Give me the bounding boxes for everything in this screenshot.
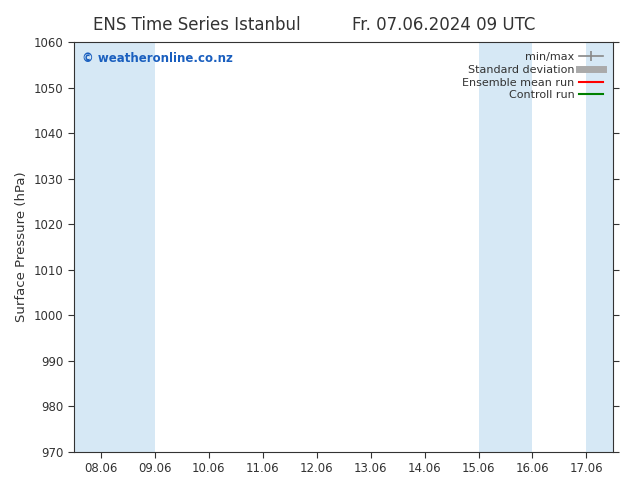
Bar: [101, 42, 155, 452]
Bar: [586, 42, 614, 452]
Text: ENS Time Series Istanbul: ENS Time Series Istanbul: [93, 16, 301, 34]
Bar: [74, 42, 101, 452]
Text: © weatheronline.co.nz: © weatheronline.co.nz: [82, 52, 233, 65]
Bar: [479, 42, 505, 452]
Bar: [505, 42, 533, 452]
Legend: min/max, Standard deviation, Ensemble mean run, Controll run: min/max, Standard deviation, Ensemble me…: [458, 48, 608, 105]
Y-axis label: Surface Pressure (hPa): Surface Pressure (hPa): [15, 172, 28, 322]
Text: Fr. 07.06.2024 09 UTC: Fr. 07.06.2024 09 UTC: [352, 16, 536, 34]
